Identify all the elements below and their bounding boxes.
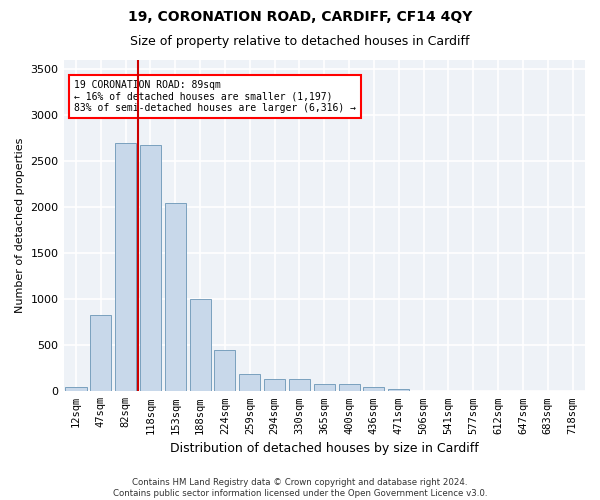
Bar — [264, 380, 285, 392]
Bar — [413, 390, 434, 392]
Bar — [388, 388, 409, 392]
Bar — [65, 386, 86, 392]
Bar — [364, 386, 385, 392]
Text: 19, CORONATION ROAD, CARDIFF, CF14 4QY: 19, CORONATION ROAD, CARDIFF, CF14 4QY — [128, 10, 472, 24]
Bar — [314, 384, 335, 392]
Bar — [165, 202, 186, 392]
Bar — [115, 143, 136, 392]
Text: 19 CORONATION ROAD: 89sqm
← 16% of detached houses are smaller (1,197)
83% of se: 19 CORONATION ROAD: 89sqm ← 16% of detac… — [74, 80, 356, 113]
X-axis label: Distribution of detached houses by size in Cardiff: Distribution of detached houses by size … — [170, 442, 479, 455]
Text: Size of property relative to detached houses in Cardiff: Size of property relative to detached ho… — [130, 35, 470, 48]
Bar — [214, 350, 235, 392]
Bar — [190, 300, 211, 392]
Bar — [289, 380, 310, 392]
Bar — [140, 144, 161, 392]
Bar — [90, 315, 112, 392]
Y-axis label: Number of detached properties: Number of detached properties — [15, 138, 25, 314]
Bar — [239, 374, 260, 392]
Bar — [338, 384, 359, 392]
Text: Contains HM Land Registry data © Crown copyright and database right 2024.
Contai: Contains HM Land Registry data © Crown c… — [113, 478, 487, 498]
